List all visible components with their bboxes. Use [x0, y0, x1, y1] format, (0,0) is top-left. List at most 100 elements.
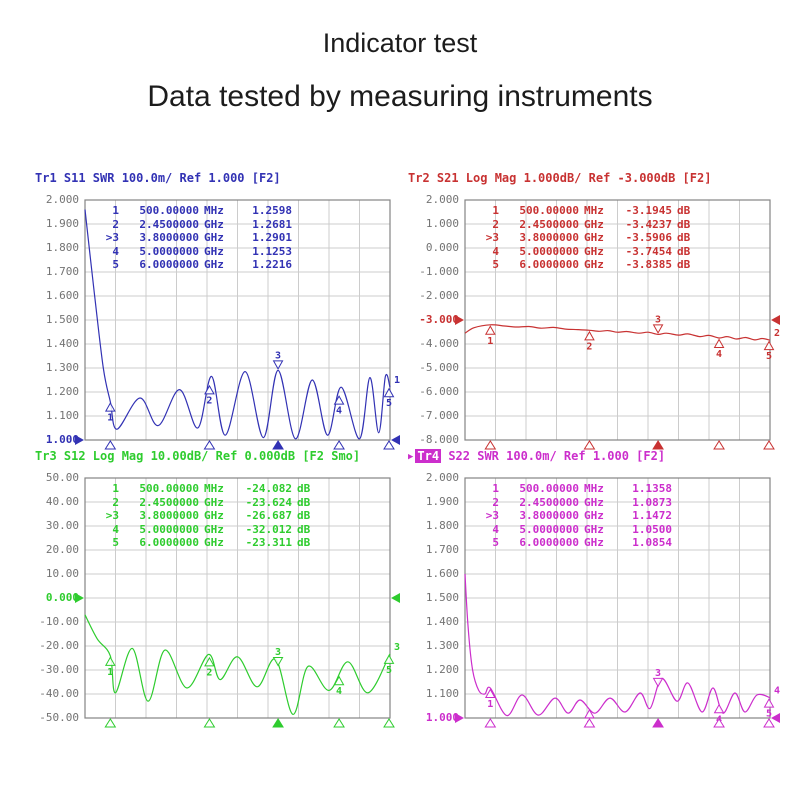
y-axis-label: -1.000	[419, 265, 459, 278]
marker-axis-indicator	[272, 440, 284, 450]
trace-header: ▶ Tr4 S22 SWR 100.0m/ Ref 1.000 [F2]	[408, 449, 665, 463]
marker-axis-indicator	[484, 440, 497, 450]
marker-freq-cell: 500.00000	[139, 204, 199, 217]
marker-number-label: 5	[766, 709, 772, 720]
marker-num-cell: 1	[112, 482, 119, 495]
marker-axis-indicator	[272, 718, 284, 728]
plot-frame	[464, 199, 771, 441]
marker-db-cell	[672, 509, 677, 523]
marker-val-cell: 1.0873	[632, 495, 672, 509]
y-axis-label: -5.000	[419, 361, 459, 374]
marker-val-cell: 1.1253	[252, 244, 292, 258]
y-axis-label: 1.000	[425, 217, 459, 230]
marker-num-cell: 5	[112, 258, 119, 272]
marker-number-label: 1	[107, 667, 113, 678]
marker-axis-indicator	[383, 440, 395, 450]
marker-freq-cell: 500.00000	[519, 204, 579, 217]
plot-frame	[84, 477, 391, 719]
marker-axis-indicator	[484, 718, 497, 728]
marker-symbol	[584, 330, 595, 341]
marker-symbol	[272, 656, 284, 667]
marker-number-label: 3	[655, 668, 661, 679]
trace-curve	[464, 324, 771, 341]
marker-symbol	[104, 402, 116, 412]
marker-unit-cell: GHz	[204, 536, 224, 550]
marker-symbol	[204, 656, 215, 667]
trace-curve	[84, 614, 391, 716]
y-axis-label: 1.800	[45, 241, 79, 254]
trace-header: ▶Tr3 S12 Log Mag 10.00dB/ Ref 0.000dB [F…	[35, 449, 360, 463]
marker-unit-cell: GHz	[204, 522, 224, 536]
ref-level-arrow-left	[75, 593, 84, 603]
marker-unit-cell: GHz	[584, 509, 604, 523]
marker-number-label: 2	[206, 395, 212, 406]
marker-db-cell	[672, 496, 677, 510]
marker-num-cell: 4	[492, 522, 499, 536]
marker-table-row: 2 2.4500000 GHz 1.2681	[95, 218, 297, 232]
marker-val-cell: -3.5906	[625, 231, 672, 245]
marker-unit-cell: GHz	[584, 258, 604, 272]
active-trace-arrow-icon: ▶	[408, 452, 414, 462]
marker-val-cell: -3.1945	[625, 204, 672, 217]
marker-symbol	[584, 708, 595, 719]
marker-num-cell: >3	[105, 231, 119, 245]
y-axis-label: 10.00	[45, 567, 79, 580]
y-axis-label: 1.800	[425, 519, 459, 532]
marker-number-label: 2	[586, 341, 592, 352]
y-axis-label: 1.100	[425, 687, 459, 700]
marker-freq-cell: 2.4500000	[139, 495, 199, 509]
marker-axis-indicator	[104, 440, 117, 450]
marker-freq-cell: 2.4500000	[519, 495, 579, 509]
marker-val-cell: -3.7454	[625, 244, 672, 258]
marker-symbol	[272, 360, 284, 370]
marker-val-cell: -23.624	[245, 495, 292, 509]
marker-freq-cell: 5.0000000	[519, 522, 579, 536]
marker-freq-cell: 6.0000000	[139, 536, 199, 550]
marker-num-cell: 4	[112, 522, 119, 536]
ref-level-arrow-right	[771, 315, 780, 325]
marker-table-row: >3 3.8000000 GHz 1.2901	[95, 231, 297, 245]
marker-db-cell: dB	[677, 258, 691, 272]
y-axis-label: -20.00	[39, 639, 79, 652]
y-axis-label: -6.000	[419, 385, 459, 398]
trace-number-label: 1	[394, 375, 400, 386]
marker-symbol	[763, 340, 775, 351]
marker-axis-indicator	[763, 440, 775, 450]
marker-num-cell: 1	[492, 482, 499, 495]
marker-db-cell: dB	[297, 509, 311, 523]
y-axis-label: 1.200	[45, 385, 79, 398]
trace-settings: S22 SWR 100.0m/ Ref 1.000 [F2]	[441, 449, 666, 463]
marker-freq-cell: 3.8000000	[519, 231, 579, 245]
marker-number-label: 5	[386, 398, 392, 409]
marker-symbol	[763, 698, 775, 708]
marker-num-cell: 1	[112, 204, 119, 217]
marker-db-cell: dB	[677, 204, 691, 217]
y-axis-label: -2.000	[419, 289, 459, 302]
marker-val-cell: 1.1358	[632, 482, 672, 495]
marker-freq-cell: 3.8000000	[519, 509, 579, 523]
y-axis-label: -3.000	[419, 313, 459, 326]
marker-val-cell: -26.687	[245, 509, 292, 523]
marker-symbol	[484, 688, 496, 698]
marker-axis-indicator	[652, 718, 664, 728]
ref-level-arrow-right	[391, 593, 400, 603]
marker-table: 1 500.00000 MHz 1.2598 2 2.4500000 GHz 1.2681 >3…	[95, 204, 297, 272]
marker-axis-indicator	[104, 718, 117, 728]
marker-table-row: 4 5.0000000 GHz 1.1253	[95, 245, 297, 259]
y-axis-label: 0.000	[45, 591, 79, 604]
marker-number-label: 4	[716, 349, 722, 360]
marker-symbol	[333, 675, 345, 686]
marker-freq-cell: 6.0000000	[139, 258, 199, 272]
marker-db-cell: dB	[677, 244, 691, 258]
marker-db-cell	[292, 258, 297, 272]
ref-level-arrow-right	[771, 713, 780, 723]
y-axis-label: 0.000	[425, 241, 459, 254]
marker-number-label: 4	[336, 406, 342, 417]
marker-db-cell	[672, 536, 677, 550]
y-axis-label: 2.000	[425, 471, 459, 484]
y-axis-label: -8.000	[419, 433, 459, 446]
marker-table-row: 5 6.0000000 GHz -23.311 dB	[95, 536, 310, 550]
y-axis-label: 50.00	[45, 471, 79, 484]
marker-table-row: >3 3.8000000 GHz -3.5906 dB	[475, 231, 691, 245]
marker-number-label: 3	[275, 350, 281, 361]
